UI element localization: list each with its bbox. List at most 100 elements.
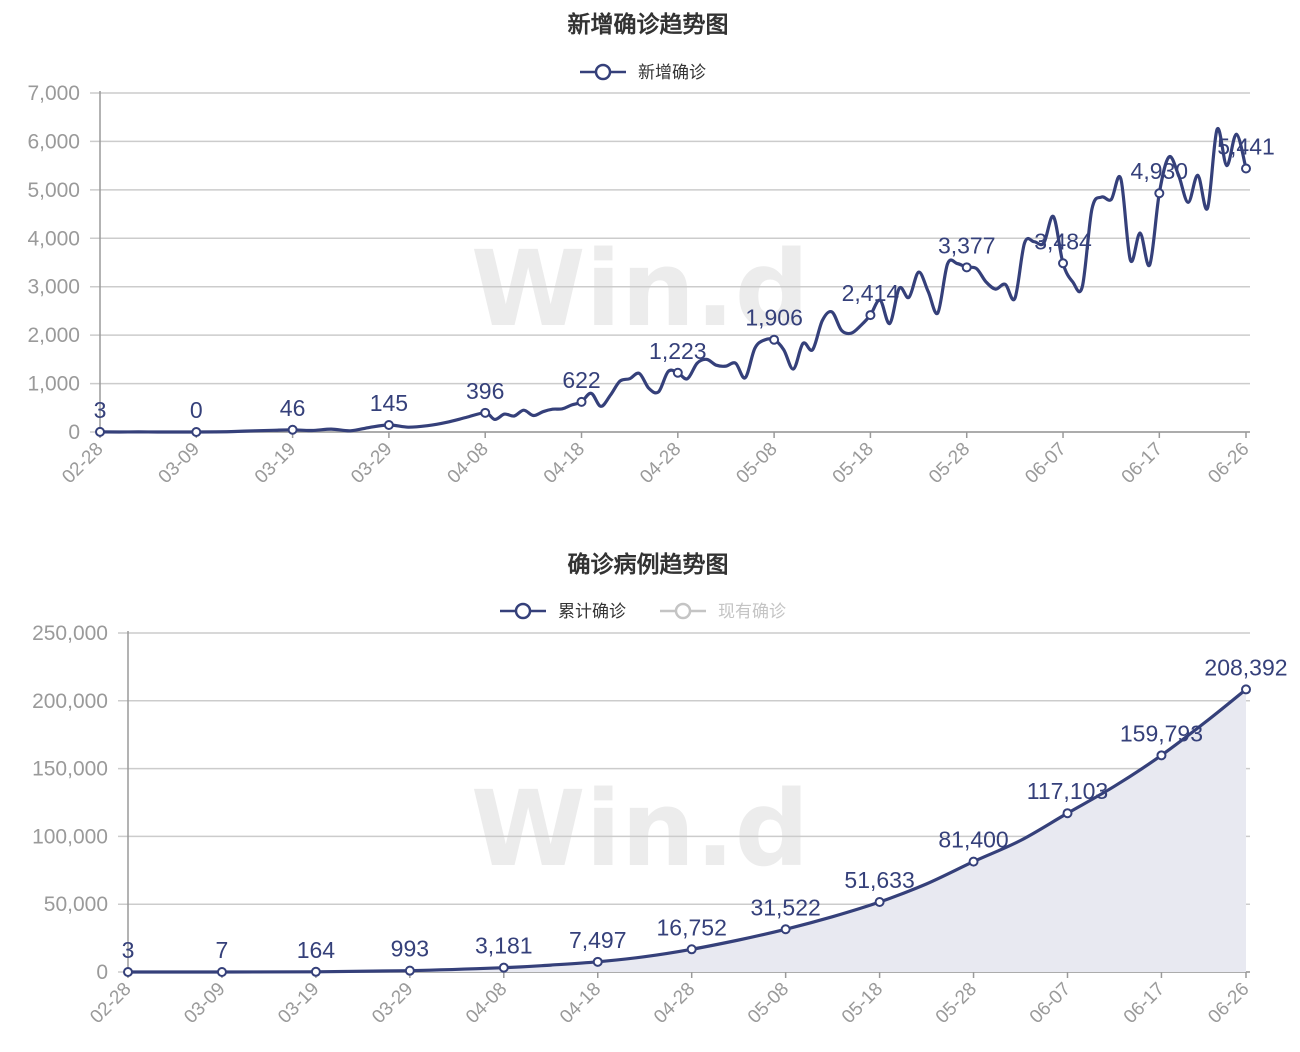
data-point (287, 424, 298, 435)
data-point (1058, 258, 1069, 269)
y-tick-label: 2,000 (27, 324, 80, 347)
data-point (576, 396, 587, 407)
x-tick-label: 04-18 (540, 439, 589, 488)
data-label: 396 (466, 378, 504, 404)
legend-label-current: 现有确诊 (718, 602, 786, 622)
data-point (686, 944, 697, 955)
legend-item-current[interactable]: 现有确诊 (660, 602, 786, 622)
data-label: 3 (122, 937, 135, 963)
legend-item-new-cases[interactable]: 新增确诊 (580, 63, 706, 83)
x-tick-label: 03-09 (180, 979, 229, 1028)
x-tick-label: 03-19 (274, 979, 323, 1028)
y-tick-label: 1,000 (27, 373, 80, 396)
data-label: 3,377 (938, 232, 996, 258)
y-tick-label: 200,000 (32, 690, 108, 713)
data-label: 3 (94, 397, 107, 423)
x-tick-label: 04-28 (650, 979, 699, 1028)
x-tick-label: 06-07 (1021, 439, 1070, 488)
x-tick-label: 05-08 (744, 979, 793, 1028)
data-point (310, 966, 321, 977)
data-point (968, 856, 979, 867)
data-label: 0 (190, 397, 203, 423)
watermark: Win.d (471, 228, 809, 350)
chart-title-cumulative: 确诊病例趋势图 (568, 551, 729, 578)
data-point (874, 896, 885, 907)
y-tick-label: 0 (96, 961, 108, 984)
x-tick-label: 03-29 (347, 439, 396, 488)
x-tick-label: 06-26 (1204, 979, 1253, 1028)
data-point (592, 956, 603, 967)
x-tick-label: 06-07 (1026, 979, 1075, 1028)
data-point (498, 962, 509, 973)
series-area-fill (128, 689, 1246, 972)
y-tick-label: 4,000 (27, 227, 80, 250)
data-label: 117,103 (1027, 778, 1108, 804)
data-point (780, 924, 791, 935)
x-tick-label: 03-09 (155, 439, 204, 488)
y-tick-label: 5,000 (27, 179, 80, 202)
data-point (216, 966, 227, 977)
x-tick-label: 04-08 (444, 439, 493, 488)
legend-label-new-cases: 新增确诊 (638, 63, 706, 83)
watermark: Win.d (471, 768, 809, 890)
chart-new-cases: 新增确诊趋势图 新增确诊 Win.d (471, 11, 809, 350)
data-point (1062, 808, 1073, 819)
data-label: 164 (297, 937, 336, 963)
data-label: 145 (370, 390, 408, 416)
data-label: 46 (280, 395, 306, 421)
x-tick-label: 05-08 (732, 439, 781, 488)
data-label: 2,414 (842, 280, 900, 306)
legend-marker-icon (514, 602, 532, 620)
y-tick-label: 50,000 (44, 893, 108, 916)
data-label: 208,392 (1204, 654, 1287, 680)
data-point (1154, 188, 1165, 199)
x-tick-label: 06-26 (1204, 439, 1253, 488)
x-tick-label: 05-18 (829, 439, 878, 488)
legend-marker-icon (674, 602, 692, 620)
data-label: 159,793 (1120, 720, 1203, 746)
y-tick-label: 7,000 (27, 82, 80, 105)
data-point (1241, 163, 1251, 174)
data-label: 81,400 (938, 827, 1008, 853)
data-label: 31,522 (750, 894, 820, 920)
x-tick-label: 03-19 (251, 439, 300, 488)
data-label: 51,633 (844, 867, 914, 893)
x-tick-label: 03-29 (368, 979, 417, 1028)
data-label: 16,752 (657, 914, 727, 940)
data-point (191, 427, 202, 437)
x-tick-label: 04-18 (556, 979, 605, 1028)
data-label: 3,484 (1034, 228, 1092, 254)
chart-title-new-cases: 新增确诊趋势图 (568, 11, 729, 38)
data-label: 1,906 (745, 305, 803, 331)
data-label: 5,441 (1217, 134, 1275, 160)
y-tick-label: 250,000 (32, 622, 108, 645)
data-point (480, 407, 491, 418)
y-tick-label: 3,000 (27, 276, 80, 299)
data-label: 622 (562, 367, 600, 393)
legend-marker-icon (594, 63, 612, 81)
y-tick-label: 150,000 (32, 758, 108, 781)
x-tick-label: 02-28 (58, 439, 107, 488)
x-tick-label: 04-28 (636, 439, 685, 488)
data-label: 993 (391, 936, 429, 962)
data-label: 7,497 (569, 927, 627, 953)
data-point (123, 966, 133, 977)
data-point (95, 426, 105, 437)
data-label: 7 (216, 937, 229, 963)
data-point (672, 367, 683, 378)
data-point (865, 310, 876, 321)
data-point (1156, 750, 1167, 761)
x-tick-label: 06-17 (1120, 979, 1169, 1028)
x-tick-label: 05-28 (932, 979, 981, 1028)
x-tick-label: 06-17 (1118, 439, 1167, 488)
x-tick-label: 05-28 (925, 439, 974, 488)
legend-item-cumulative[interactable]: 累计确诊 (500, 602, 626, 622)
data-label: 4,930 (1131, 158, 1189, 184)
y-tick-label: 6,000 (27, 130, 80, 153)
y-tick-label: 0 (68, 421, 80, 444)
data-point (961, 262, 972, 273)
data-label: 3,181 (475, 933, 533, 959)
y-tick-label: 100,000 (32, 825, 108, 848)
x-tick-label: 05-18 (838, 979, 887, 1028)
